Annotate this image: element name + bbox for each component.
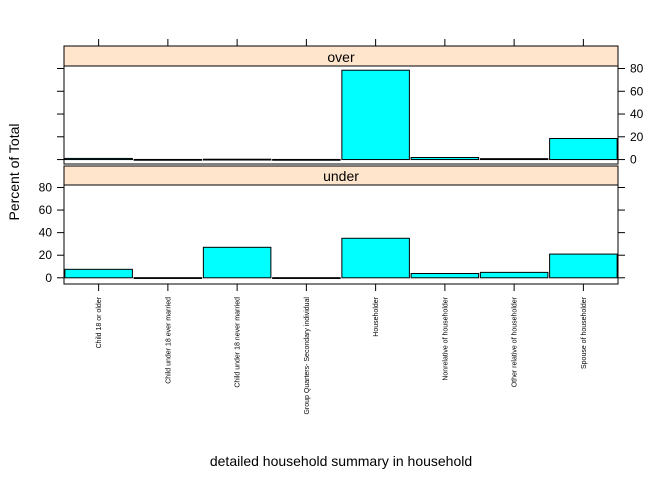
strip-label-under: under — [323, 168, 359, 184]
panels-layer: over 0 20 40 60 80 under 0 20 40 60 80 — [39, 45, 644, 285]
ytick-label-over-0: 0 — [630, 153, 637, 167]
xtick-label-5: Nonrelative of householder — [442, 296, 449, 380]
bar-over-3 — [272, 158, 341, 161]
ytick-label-under-80: 80 — [39, 180, 53, 194]
bar-under-5 — [410, 273, 480, 279]
ytick-label-under-0: 0 — [45, 271, 52, 285]
ytick-label-over-40: 40 — [630, 107, 644, 121]
ytick-label-over-60: 60 — [630, 84, 644, 98]
ytick-label-over-20: 20 — [630, 130, 644, 144]
bar-over-5 — [410, 157, 480, 161]
bar-over-0 — [64, 157, 133, 161]
bar-under-3 — [272, 277, 341, 279]
panel-frame-over — [63, 65, 619, 165]
bar-under-0 — [64, 268, 133, 279]
xtick-label-7: Spouse of householder — [581, 296, 588, 369]
bar-under-4 — [341, 237, 410, 279]
xtick-label-2: Child under 18 never married — [235, 297, 242, 388]
bar-under-6 — [479, 271, 549, 279]
xtick-label-1: Child under 18 ever married — [165, 297, 172, 384]
bar-under-1 — [133, 277, 203, 279]
xtick-label-0: Child 18 or older — [96, 296, 103, 348]
panel-over: over 0 20 40 60 80 — [57, 45, 644, 167]
x-axis-title: detailed household summary in household — [210, 453, 472, 469]
ytick-label-under-20: 20 — [39, 248, 53, 262]
strip-label-over: over — [327, 49, 355, 65]
ytick-label-under-60: 60 — [39, 203, 53, 217]
bar-over-4 — [341, 69, 410, 161]
bar-over-1 — [133, 158, 203, 161]
x-axis: Child 18 or older Child under 18 ever mar… — [96, 39, 588, 415]
bar-under-2 — [202, 246, 272, 279]
bar-over-7 — [549, 138, 618, 161]
ytick-label-under-40: 40 — [39, 226, 53, 240]
bar-under-7 — [549, 253, 618, 279]
bar-over-2 — [202, 158, 272, 161]
panel-frame-under — [63, 184, 619, 285]
y-axis-title: Percent of Total — [6, 123, 22, 220]
xtick-label-4: Householder — [373, 296, 380, 336]
panel-under: under 0 20 40 60 80 — [39, 165, 625, 285]
bar-over-6 — [479, 158, 549, 161]
xtick-label-3: Group Quarters- Secondary individual — [304, 297, 311, 415]
xtick-label-6: Other relative of householder — [512, 296, 519, 387]
ytick-label-over-80: 80 — [630, 62, 644, 76]
